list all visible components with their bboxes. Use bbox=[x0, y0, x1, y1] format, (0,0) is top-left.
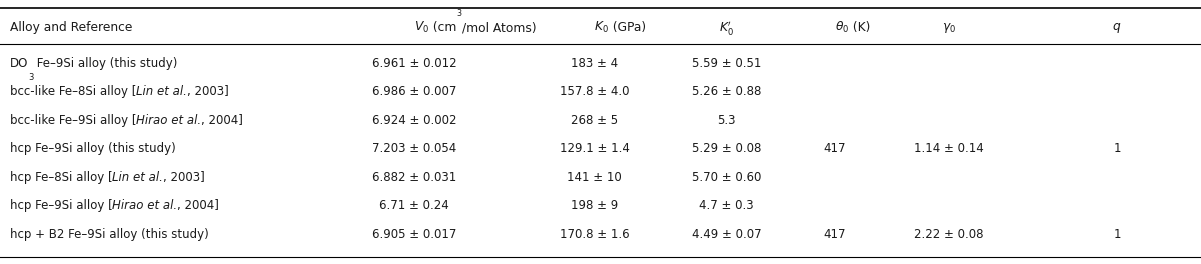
Text: 268 ± 5: 268 ± 5 bbox=[570, 114, 619, 127]
Text: 5.26 ± 0.88: 5.26 ± 0.88 bbox=[692, 85, 761, 98]
Text: (cm: (cm bbox=[430, 21, 456, 34]
Text: 170.8 ± 1.6: 170.8 ± 1.6 bbox=[560, 228, 629, 241]
Text: 6.882 ± 0.031: 6.882 ± 0.031 bbox=[372, 171, 456, 184]
Text: 3: 3 bbox=[456, 9, 462, 18]
Text: hcp Fe–8Si alloy [: hcp Fe–8Si alloy [ bbox=[10, 171, 112, 184]
Text: (K): (K) bbox=[849, 21, 871, 34]
Text: $K_0'$: $K_0'$ bbox=[719, 19, 734, 37]
Text: 4.7 ± 0.3: 4.7 ± 0.3 bbox=[699, 199, 754, 213]
Text: 5.3: 5.3 bbox=[717, 114, 736, 127]
Text: Lin et al.: Lin et al. bbox=[136, 85, 187, 98]
Text: 1: 1 bbox=[1113, 228, 1121, 241]
Text: $\gamma_0$: $\gamma_0$ bbox=[942, 21, 956, 35]
Text: 129.1 ± 1.4: 129.1 ± 1.4 bbox=[560, 142, 629, 155]
Text: , 2004]: , 2004] bbox=[178, 199, 220, 213]
Text: , 2003]: , 2003] bbox=[163, 171, 205, 184]
Text: 1.14 ± 0.14: 1.14 ± 0.14 bbox=[914, 142, 984, 155]
Text: 417: 417 bbox=[824, 142, 846, 155]
Text: Fe–9Si alloy (this study): Fe–9Si alloy (this study) bbox=[34, 57, 178, 70]
Text: Alloy and Reference: Alloy and Reference bbox=[10, 21, 132, 34]
Text: $\theta_0$: $\theta_0$ bbox=[835, 20, 849, 35]
Text: 198 ± 9: 198 ± 9 bbox=[570, 199, 619, 213]
Text: hcp + B2 Fe–9Si alloy (this study): hcp + B2 Fe–9Si alloy (this study) bbox=[10, 228, 208, 241]
Text: , 2004]: , 2004] bbox=[202, 114, 243, 127]
Text: 6.905 ± 0.017: 6.905 ± 0.017 bbox=[372, 228, 456, 241]
Text: 5.70 ± 0.60: 5.70 ± 0.60 bbox=[692, 171, 761, 184]
Text: Hirao et al.: Hirao et al. bbox=[113, 199, 178, 213]
Text: hcp Fe–9Si alloy (this study): hcp Fe–9Si alloy (this study) bbox=[10, 142, 175, 155]
Text: 1: 1 bbox=[1113, 142, 1121, 155]
Text: bcc-like Fe–8Si alloy [: bcc-like Fe–8Si alloy [ bbox=[10, 85, 136, 98]
Text: /mol Atoms): /mol Atoms) bbox=[462, 21, 537, 34]
Text: $q$: $q$ bbox=[1112, 21, 1122, 35]
Text: Lin et al.: Lin et al. bbox=[112, 171, 163, 184]
Text: 5.59 ± 0.51: 5.59 ± 0.51 bbox=[692, 57, 761, 70]
Text: 3: 3 bbox=[28, 73, 34, 82]
Text: 157.8 ± 4.0: 157.8 ± 4.0 bbox=[560, 85, 629, 98]
Text: 6.961 ± 0.012: 6.961 ± 0.012 bbox=[372, 57, 456, 70]
Text: $V_0$: $V_0$ bbox=[414, 20, 430, 35]
Text: $K_0$: $K_0$ bbox=[594, 20, 609, 35]
Text: Hirao et al.: Hirao et al. bbox=[136, 114, 202, 127]
Text: 2.22 ± 0.08: 2.22 ± 0.08 bbox=[914, 228, 984, 241]
Text: 6.924 ± 0.002: 6.924 ± 0.002 bbox=[372, 114, 456, 127]
Text: 5.29 ± 0.08: 5.29 ± 0.08 bbox=[692, 142, 761, 155]
Text: DO: DO bbox=[10, 57, 28, 70]
Text: 183 ± 4: 183 ± 4 bbox=[570, 57, 619, 70]
Text: (GPa): (GPa) bbox=[609, 21, 646, 34]
Text: 7.203 ± 0.054: 7.203 ± 0.054 bbox=[372, 142, 456, 155]
Text: bcc-like Fe–9Si alloy [: bcc-like Fe–9Si alloy [ bbox=[10, 114, 136, 127]
Text: , 2003]: , 2003] bbox=[187, 85, 228, 98]
Text: 417: 417 bbox=[824, 228, 846, 241]
Text: 141 ± 10: 141 ± 10 bbox=[567, 171, 622, 184]
Text: 4.49 ± 0.07: 4.49 ± 0.07 bbox=[692, 228, 761, 241]
Text: hcp Fe–9Si alloy [: hcp Fe–9Si alloy [ bbox=[10, 199, 113, 213]
Text: 6.986 ± 0.007: 6.986 ± 0.007 bbox=[372, 85, 456, 98]
Text: 6.71 ± 0.24: 6.71 ± 0.24 bbox=[380, 199, 449, 213]
